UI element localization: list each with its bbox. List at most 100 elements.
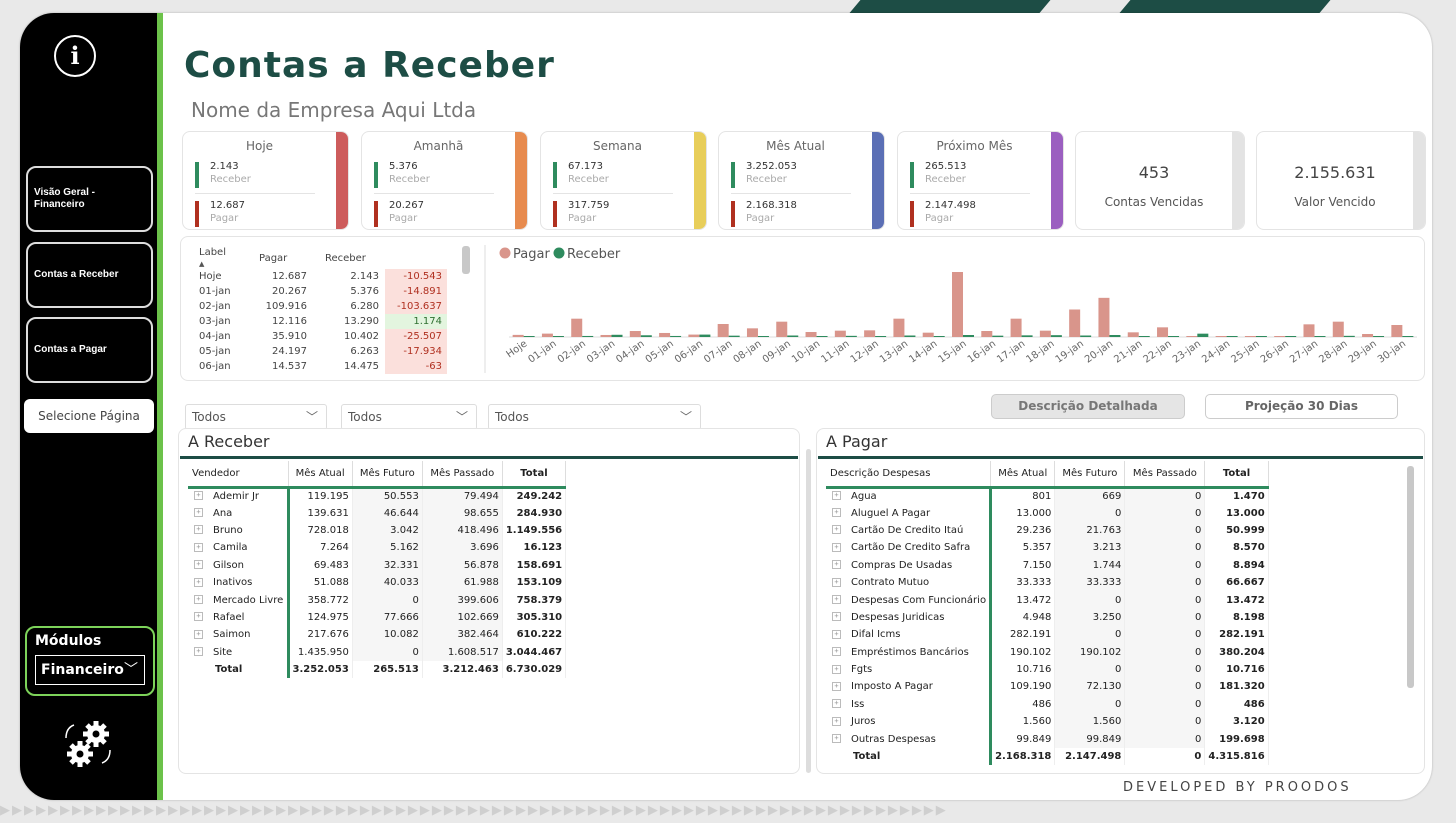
expand-icon[interactable]: + — [832, 716, 841, 726]
expand-icon[interactable]: + — [832, 612, 841, 622]
column-header[interactable]: Total — [1204, 461, 1269, 489]
table-row[interactable]: + Imposto A Pagar 109.190 72.130 0 181.320 — [826, 678, 1269, 696]
table-row[interactable]: + Juros 1.560 1.560 0 3.120 — [826, 713, 1269, 731]
scrollbar[interactable] — [1407, 466, 1414, 688]
expand-icon[interactable]: + — [832, 560, 841, 570]
expand-icon[interactable]: + — [194, 595, 203, 605]
bar-receber — [992, 335, 1004, 337]
col-pagar[interactable]: Pagar — [259, 252, 288, 264]
table-row[interactable]: + Difal Icms 282.191 0 0 282.191 — [826, 626, 1269, 644]
select-page-button[interactable]: Selecione Página — [24, 399, 154, 433]
value-cell: 190.102 — [989, 643, 1056, 661]
column-header[interactable]: Mês Atual — [288, 461, 353, 489]
info-icon[interactable]: i — [54, 35, 96, 77]
table-row[interactable]: + Inativos 51.088 40.033 61.988 153.109 — [188, 573, 567, 592]
expand-icon[interactable]: + — [194, 647, 203, 657]
table-row[interactable]: + Despesas Juridicas 4.948 3.250 0 8.198 — [826, 608, 1269, 627]
expand-icon[interactable]: + — [832, 508, 841, 518]
column-header[interactable]: Mês Passado — [1124, 461, 1206, 489]
settings-gear-icon[interactable] — [60, 716, 116, 772]
bar-receber — [904, 335, 916, 337]
filter-dropdown-2[interactable]: Todos ﹀ — [341, 404, 477, 430]
expand-icon[interactable]: + — [832, 664, 841, 674]
column-header[interactable]: Total — [502, 461, 567, 489]
filter-value: Todos — [495, 410, 529, 424]
column-header[interactable]: Mês Passado — [422, 461, 503, 489]
bar-pagar — [659, 332, 671, 337]
column-header[interactable]: Mês Futuro — [1054, 461, 1126, 489]
table-row[interactable]: + Contrato Mutuo 33.333 33.333 0 66.667 — [826, 573, 1269, 592]
filter-dropdown-3[interactable]: Todos ﹀ — [488, 404, 701, 430]
bar-receber — [1197, 333, 1209, 337]
table-row[interactable]: + Cartão De Credito Itaú 29.236 21.763 0 50.9… — [826, 521, 1269, 540]
filter-value: Todos — [348, 410, 382, 424]
row-label: 01-jan — [199, 286, 231, 297]
bar-pagar — [512, 334, 524, 337]
value-cell: 358.772 — [286, 591, 353, 609]
table-row[interactable]: + Despesas Com Funcionário 13.472 0 0 13.472 — [826, 591, 1269, 609]
table-row[interactable]: + Agua 801 669 0 1.470 — [826, 487, 1269, 505]
detailed-description-button[interactable]: Descrição Detalhada — [991, 394, 1185, 419]
expand-icon[interactable]: + — [194, 629, 203, 639]
table-row[interactable]: + Outras Despesas 99.849 99.849 0 199.698 — [826, 730, 1269, 748]
difference-cell: -17.934 — [385, 344, 447, 359]
expand-icon[interactable]: + — [832, 629, 841, 639]
card-color-stripe — [1051, 132, 1063, 229]
column-header[interactable]: Mês Atual — [990, 461, 1056, 489]
column-header[interactable]: Descrição Despesas — [826, 461, 992, 489]
table-row[interactable]: + Compras De Usadas 7.150 1.744 0 8.894 — [826, 556, 1269, 574]
expand-icon[interactable]: + — [832, 681, 841, 691]
difference-cell: -63 — [385, 359, 447, 374]
column-header[interactable]: Vendedor — [188, 461, 289, 489]
nav-visao-geral-button[interactable]: Visão Geral - Financeiro — [26, 166, 153, 232]
value-cell: 109.190 — [989, 678, 1056, 696]
table-row[interactable]: + Bruno 728.018 3.042 418.496 1.149.556 — [188, 521, 567, 540]
expand-icon[interactable]: + — [194, 525, 203, 535]
expand-icon[interactable]: + — [832, 734, 841, 744]
projection-30-days-button[interactable]: Projeção 30 Dias — [1205, 394, 1398, 419]
x-tick-label: 23-jan — [1171, 338, 1203, 365]
table-row[interactable]: + Aluguel A Pagar 13.000 0 0 13.000 — [826, 504, 1269, 522]
expand-icon[interactable]: + — [832, 595, 841, 605]
expand-icon[interactable]: + — [832, 699, 841, 709]
table-row[interactable]: + Rafael 124.975 77.666 102.669 305.310 — [188, 608, 567, 627]
expand-icon[interactable]: + — [832, 647, 841, 657]
table-row[interactable]: + Cartão De Credito Safra 5.357 3.213 0 8.570 — [826, 539, 1269, 557]
table-row[interactable]: + Empréstimos Bancários 190.102 190.102 0 380… — [826, 643, 1269, 661]
bar-pagar — [1098, 297, 1110, 337]
expand-icon[interactable]: + — [194, 491, 203, 501]
nav-contas-receber-button[interactable]: Contas a Receber — [26, 242, 153, 308]
bar-receber — [1402, 336, 1414, 337]
expand-icon[interactable]: + — [194, 577, 203, 587]
table-row[interactable]: + Camila 7.264 5.162 3.696 16.123 — [188, 539, 567, 557]
value-cell: 1.608.517 — [422, 643, 503, 661]
expand-icon[interactable]: + — [194, 560, 203, 570]
table-row[interactable]: + Mercado Livre 358.772 0 399.606 758.379 — [188, 591, 567, 609]
modules-dropdown[interactable]: Financeiro ﹀ — [35, 655, 145, 685]
scrollbar[interactable] — [806, 449, 811, 773]
col-label[interactable]: Label ▲ — [199, 247, 226, 268]
expand-icon[interactable]: + — [832, 542, 841, 552]
scrollbar[interactable] — [462, 246, 470, 274]
x-tick-label: 30-jan — [1376, 338, 1408, 365]
table-row[interactable]: + Iss 486 0 0 486 — [826, 695, 1269, 714]
table-row[interactable]: + Fgts 10.716 0 0 10.716 — [826, 660, 1269, 679]
filter-dropdown-1[interactable]: Todos ﹀ — [185, 404, 327, 430]
table-row[interactable]: + Ana 139.631 46.644 98.655 284.930 — [188, 504, 567, 522]
table-row[interactable]: + Gilson 69.483 32.331 56.878 158.691 — [188, 556, 567, 574]
nav-contas-pagar-button[interactable]: Contas a Pagar — [26, 317, 153, 383]
expand-icon[interactable]: + — [832, 577, 841, 587]
expand-icon[interactable]: + — [194, 612, 203, 622]
table-row[interactable]: + Site 1.435.950 0 1.608.517 3.044.467 — [188, 643, 567, 661]
bar-receber — [582, 335, 594, 337]
column-header[interactable]: Mês Futuro — [352, 461, 423, 489]
expand-icon[interactable]: + — [832, 525, 841, 535]
difference-cell: -25.507 — [385, 329, 447, 344]
value-cell: 1.560 — [989, 713, 1056, 731]
table-row[interactable]: + Saimon 217.676 10.082 382.464 610.222 — [188, 626, 567, 644]
expand-icon[interactable]: + — [194, 508, 203, 518]
table-row[interactable]: + Ademir Jr 119.195 50.553 79.494 249.242 — [188, 487, 567, 505]
expand-icon[interactable]: + — [832, 491, 841, 501]
col-receber[interactable]: Receber — [325, 252, 366, 264]
expand-icon[interactable]: + — [194, 542, 203, 552]
